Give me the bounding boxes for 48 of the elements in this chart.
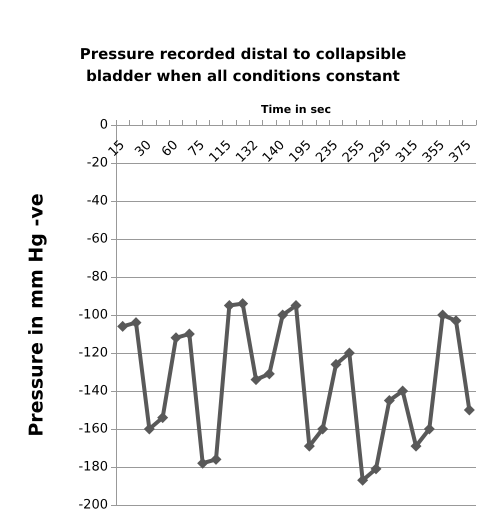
y-tick-label: -180 [78, 460, 108, 474]
x-tick-label: 140 [260, 138, 288, 166]
point [464, 404, 475, 416]
point [117, 320, 128, 332]
point [197, 458, 208, 469]
point [277, 310, 288, 320]
y-tick-label: -100 [78, 308, 108, 322]
x-tick-label: 375 [446, 138, 475, 166]
point [330, 358, 342, 370]
x-tick-label: 30 [132, 138, 155, 160]
point [290, 300, 302, 311]
point [184, 328, 195, 340]
x-tick-label: 195 [286, 138, 315, 166]
y-tick-label: -160 [78, 422, 108, 436]
x-tick-label: 355 [420, 138, 448, 166]
point [410, 440, 422, 452]
point [397, 386, 408, 396]
x-tick-label: 132 [233, 138, 262, 166]
y-tick-label: -40 [86, 194, 108, 208]
point [384, 395, 395, 406]
y-tick-label: 0 [100, 118, 108, 132]
point [237, 298, 248, 310]
y-tick-label: -200 [78, 498, 108, 512]
y-tick-label: -140 [78, 384, 108, 398]
chart-title: Pressure recorded distal to collapsible bladder when all conditions constant [80, 45, 406, 85]
point [357, 474, 368, 486]
y-tick-label: -20 [86, 156, 108, 170]
y-tick-label: -60 [86, 232, 108, 246]
point [370, 463, 382, 474]
x-tick-label: 115 [206, 138, 235, 166]
point [157, 412, 168, 424]
x-tick-label: 315 [393, 138, 422, 166]
x-axis-title: Time in sec [261, 103, 331, 116]
point [170, 332, 182, 344]
x-tick-label: 75 [186, 138, 208, 160]
point [437, 310, 448, 320]
y-tick-label: -120 [78, 346, 108, 360]
point [224, 300, 235, 311]
x-tick-label: 60 [159, 138, 182, 160]
point [144, 424, 155, 434]
point [424, 424, 435, 434]
x-tick-label: 15 [106, 138, 128, 160]
point [264, 368, 275, 380]
point [450, 315, 462, 326]
point [250, 374, 262, 386]
y-tick-label: -80 [86, 270, 108, 284]
point [317, 424, 328, 434]
y-axis-title: Pressure in mm Hg -ve [26, 193, 48, 437]
